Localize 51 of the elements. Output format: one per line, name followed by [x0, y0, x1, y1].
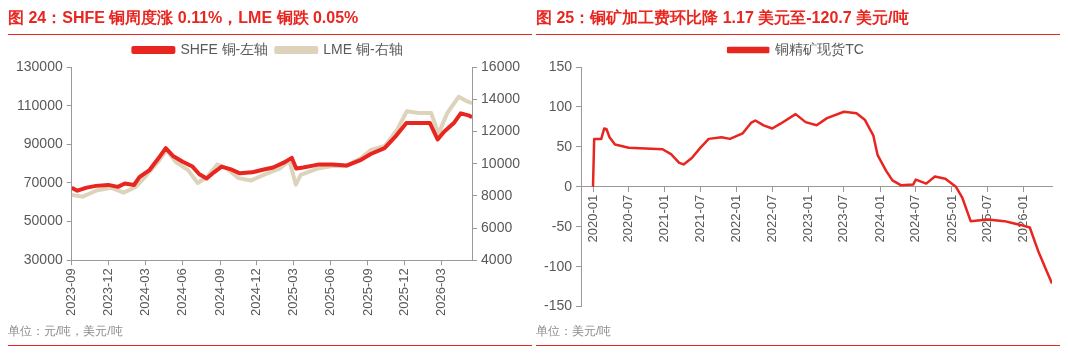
x-tick-label: 2023-09 — [63, 268, 79, 317]
x-tick-label: 2026-01 — [1015, 194, 1031, 243]
y-tick-label: 70000 — [23, 173, 63, 190]
y-tick-label: 30000 — [23, 251, 63, 268]
x-tick-label: 2022-07 — [763, 194, 779, 243]
y2-tick-label: 16000 — [481, 57, 521, 74]
x-tick-label: 2025-03 — [284, 268, 300, 317]
y-tick-label: -100 — [543, 257, 573, 274]
text: 单位：美元/吨 — [536, 324, 612, 338]
y-tick-label: 110000 — [17, 96, 63, 113]
y2-tick-label: 14000 — [481, 90, 521, 107]
x-tick-label: 2024-06 — [174, 268, 190, 317]
x-tick-label: 2024-12 — [248, 268, 264, 317]
chart-title: 图 25：铜矿加工费环比降 1.17 美元至-120.7 美元/吨 — [536, 8, 1060, 35]
x-tick-label: 2023-12 — [100, 268, 116, 317]
y2-tick-label: 12000 — [481, 122, 521, 139]
x-tick-label: 2025-06 — [322, 268, 338, 317]
y-tick-label: 0 — [564, 177, 573, 194]
x-tick-label: 2025-07 — [979, 194, 995, 243]
y-tick-label: 50000 — [23, 212, 63, 229]
y2-tick-label: 6000 — [481, 218, 513, 235]
y-tick-label: 130000 — [16, 57, 63, 74]
x-tick-label: 2024-03 — [137, 268, 153, 317]
legend-label: SHFE 铜-左轴 — [180, 40, 269, 57]
x-tick-label: 2021-01 — [656, 194, 672, 243]
y-tick-label: -50 — [551, 217, 573, 234]
y-tick-label: 150 — [548, 57, 573, 74]
y-tick-label: -150 — [543, 297, 573, 314]
x-tick-label: 2021-07 — [692, 194, 708, 243]
x-tick-label: 2025-01 — [943, 194, 959, 243]
text: 单位：元/吨，美元/吨 — [8, 324, 123, 338]
x-tick-label: 2020-07 — [620, 194, 636, 243]
x-tick-label: 2024-09 — [211, 268, 227, 317]
y-tick-label: 90000 — [23, 135, 63, 152]
x-tick-label: 2023-07 — [835, 194, 851, 243]
chart-title: 图 24：SHFE 铜周度涨 0.11%，LME 铜跌 0.05% — [8, 8, 532, 35]
x-tick-label: 2023-01 — [799, 194, 815, 243]
x-tick-label: 2024-07 — [907, 194, 923, 243]
legend-label: 铜精矿现货TC — [774, 40, 864, 57]
x-tick-label: 2025-12 — [396, 268, 412, 317]
y-tick-label: 100 — [548, 97, 573, 114]
x-tick-label: 2025-09 — [359, 268, 375, 317]
x-tick-label: 2024-01 — [871, 194, 887, 243]
y-tick-label: 50 — [556, 137, 573, 154]
legend-label: LME 铜-右轴 — [323, 40, 403, 57]
x-tick-label: 2026-03 — [432, 268, 448, 317]
x-tick-label: 2022-01 — [728, 194, 744, 243]
x-tick-label: 2020-01 — [584, 194, 600, 243]
y2-tick-label: 4000 — [481, 251, 513, 268]
y2-tick-label: 10000 — [481, 154, 521, 171]
y2-tick-label: 8000 — [481, 186, 513, 203]
